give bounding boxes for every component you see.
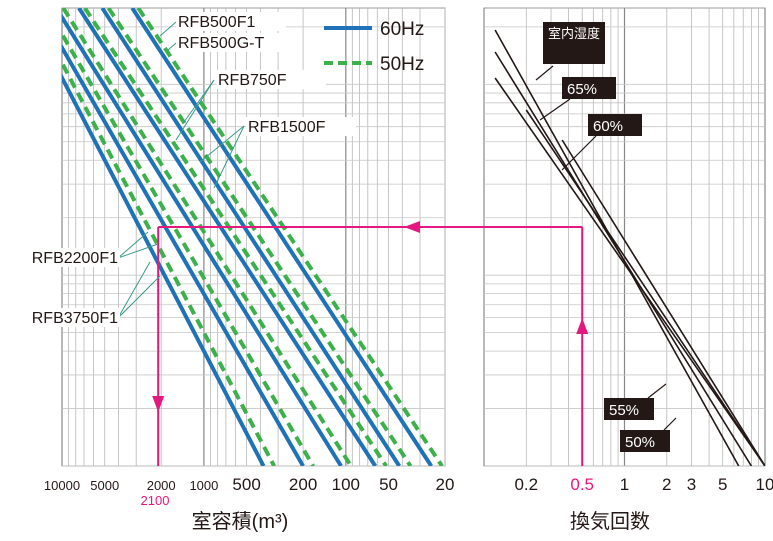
model-label-bg bbox=[246, 117, 356, 136]
right-tick-label-0_2: 0.2 bbox=[514, 475, 538, 494]
series-line-rfb1500f-60hz bbox=[62, 13, 343, 466]
humidity-label-leader bbox=[663, 417, 677, 431]
left-tick-label-2000: 2000 bbox=[147, 478, 176, 493]
left-tick-label-500: 500 bbox=[232, 475, 260, 494]
right-series-layer bbox=[494, 29, 765, 466]
humidity-line-60pct bbox=[494, 77, 765, 466]
model-label-bg bbox=[176, 33, 286, 52]
left-tick-label-50: 50 bbox=[379, 475, 398, 494]
humidity-label-60pct: 60% bbox=[593, 118, 623, 135]
model-label-leader bbox=[175, 79, 215, 141]
model-label-leader bbox=[213, 125, 245, 189]
legend-label-50hz: 50Hz bbox=[380, 54, 424, 75]
path-arrow-left bbox=[404, 221, 420, 233]
humidity-label-leader bbox=[647, 383, 667, 399]
model-label-bg bbox=[216, 70, 326, 89]
legend-label-60hz: 60Hz bbox=[380, 19, 424, 40]
grid-layer bbox=[61, 7, 766, 467]
humidity-label-leader bbox=[535, 65, 554, 81]
model-label-rfb1500f: RFB1500F bbox=[248, 119, 326, 136]
right-tick-label-10: 10 bbox=[756, 475, 773, 494]
humidity-label-65pct: 65% bbox=[567, 81, 597, 98]
model-label-rfb500f1: RFB500F1 bbox=[178, 14, 255, 31]
humidity-label-leader bbox=[561, 135, 597, 171]
humidity-line-65pct bbox=[494, 51, 753, 466]
left-tick-label-20: 20 bbox=[436, 475, 455, 494]
humidity-label-leader bbox=[539, 98, 571, 121]
volume-highlight-label: 2100 bbox=[141, 493, 170, 508]
series-line-rfb1500f-50hz bbox=[62, 8, 353, 466]
path-arrow-down bbox=[152, 396, 165, 412]
model-label-leader bbox=[117, 261, 151, 319]
right-axis-title: 換気回数 bbox=[570, 510, 650, 533]
model-label-leader bbox=[117, 231, 149, 259]
label-layer: 70%65%60%55%50%RFB500F1RFB500G-TRFB750FR… bbox=[10, 12, 677, 452]
series-line-rfb3750f1-60hz bbox=[62, 73, 266, 466]
model-label-bg bbox=[176, 12, 286, 31]
left-tick-label-10000: 10000 bbox=[44, 478, 80, 493]
series-line-rfb750f-50hz bbox=[83, 8, 388, 466]
humidity-title-bg bbox=[543, 22, 605, 64]
humidity-label-bg-55pct bbox=[604, 398, 654, 420]
series-line-rfb2200f1-50hz bbox=[62, 30, 315, 466]
series-line-rfb2200f1-60hz bbox=[62, 43, 305, 466]
tick-label-layer: 10000 5000 2000 1000 500 200 100 50 20 0.2 0.5 1 2 3 5… bbox=[44, 475, 773, 494]
series-line-rfb500g-t-60hz bbox=[100, 8, 401, 466]
humidity-label-50pct: 50% bbox=[625, 434, 655, 451]
model-label-rfb2200f1: RFB2200F1 bbox=[32, 250, 118, 267]
right-tick-label-0_5: 0.5 bbox=[570, 475, 594, 494]
example-path-layer bbox=[152, 221, 589, 466]
model-label-leader bbox=[199, 125, 245, 163]
model-label-rfb3750f1: RFB3750F1 bbox=[32, 310, 118, 327]
model-label-bg bbox=[10, 248, 120, 267]
model-label-rfb500g-t: RFB500G-T bbox=[178, 35, 264, 52]
series-line-rfb750f-60hz bbox=[77, 8, 377, 466]
right-tick-label-2: 2 bbox=[662, 475, 671, 494]
legend: 60Hz 50Hz bbox=[324, 19, 424, 75]
humidity-line-50pct bbox=[561, 139, 765, 466]
model-label-leader bbox=[159, 21, 177, 37]
right-tick-label-3: 3 bbox=[687, 475, 696, 494]
model-label-rfb750f: RFB750F bbox=[218, 72, 287, 89]
left-series-layer bbox=[62, 8, 444, 466]
left-tick-label-100: 100 bbox=[332, 475, 360, 494]
path-arrow-up bbox=[576, 318, 589, 334]
left-tick-label-1000: 1000 bbox=[189, 478, 218, 493]
left-axis-title: 室容積(m³) bbox=[192, 510, 289, 533]
humidity-title-box: 室内湿度 bbox=[543, 22, 605, 64]
model-label-leader bbox=[117, 243, 159, 259]
series-line-rfb3750f1-50hz bbox=[62, 58, 276, 466]
series-line-rfb500f1-50hz bbox=[136, 8, 444, 466]
humidity-label-bg-65pct bbox=[562, 77, 616, 99]
left-tick-label-200: 200 bbox=[289, 475, 317, 494]
humidity-label-55pct: 55% bbox=[609, 402, 639, 419]
model-label-leader bbox=[167, 42, 177, 51]
series-line-rfb500f1-60hz bbox=[130, 8, 433, 466]
right-tick-label-1: 1 bbox=[620, 475, 629, 494]
humidity-label-bg-50pct bbox=[620, 430, 670, 452]
humidity-line-55pct bbox=[525, 109, 765, 466]
model-label-leader bbox=[117, 275, 161, 319]
left-tick-label-5000: 5000 bbox=[90, 478, 119, 493]
humidity-label-bg-60pct bbox=[588, 114, 642, 136]
humidity-title-text: 室内湿度 bbox=[548, 26, 600, 41]
right-tick-label-5: 5 bbox=[718, 475, 727, 494]
model-label-bg bbox=[10, 308, 120, 327]
series-line-rfb500g-t-50hz bbox=[106, 8, 413, 466]
